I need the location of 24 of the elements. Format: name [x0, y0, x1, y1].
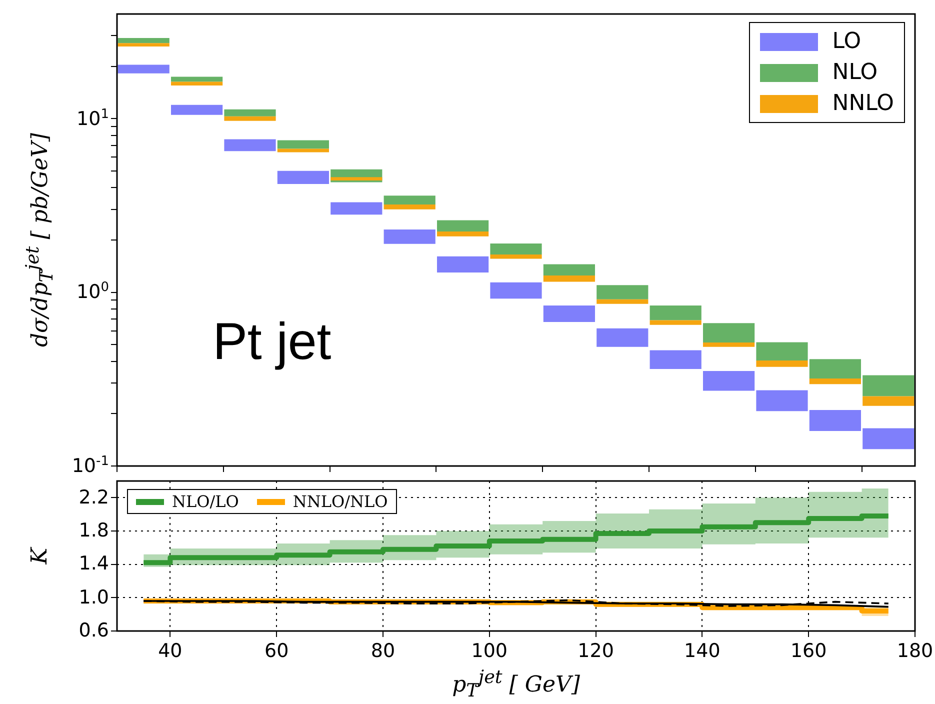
x-tick-label: 140: [684, 640, 720, 662]
legend-label: NNLO: [832, 91, 894, 116]
legend-label: LO: [832, 29, 862, 54]
y-tick-label: 10$^{1}$: [76, 106, 109, 130]
legend-label: NLO: [832, 60, 878, 85]
x-tick-label: 100: [471, 640, 508, 662]
x-axis-title: p$_{T}$$^{jet}$ [ GeV]: [452, 667, 580, 702]
y-tick-label: 1.8: [78, 520, 109, 542]
x-tick-label: 180: [896, 640, 934, 662]
y-tick-label: 1.4: [78, 552, 109, 575]
y-tick-label: 2.2: [78, 486, 109, 508]
x-tick-label: 120: [578, 640, 614, 662]
y-tick-label: 10$^{0}$: [76, 280, 109, 304]
legend-label: NLO/LO: [172, 492, 239, 511]
y-tick-label: 10$^{-1}$: [72, 454, 109, 478]
legend-label: NNLO/NLO: [292, 492, 388, 511]
y-tick-label: 1.0: [78, 586, 109, 608]
y-tick-label: 0.6: [78, 620, 109, 642]
x-tick-label: 60: [264, 640, 289, 662]
y-axis-title: K: [28, 548, 52, 564]
x-tick-label: 160: [790, 640, 827, 662]
x-tick-label: 80: [370, 640, 396, 662]
x-tick-label: 40: [158, 640, 182, 662]
annotation: Pt jet: [212, 312, 332, 372]
